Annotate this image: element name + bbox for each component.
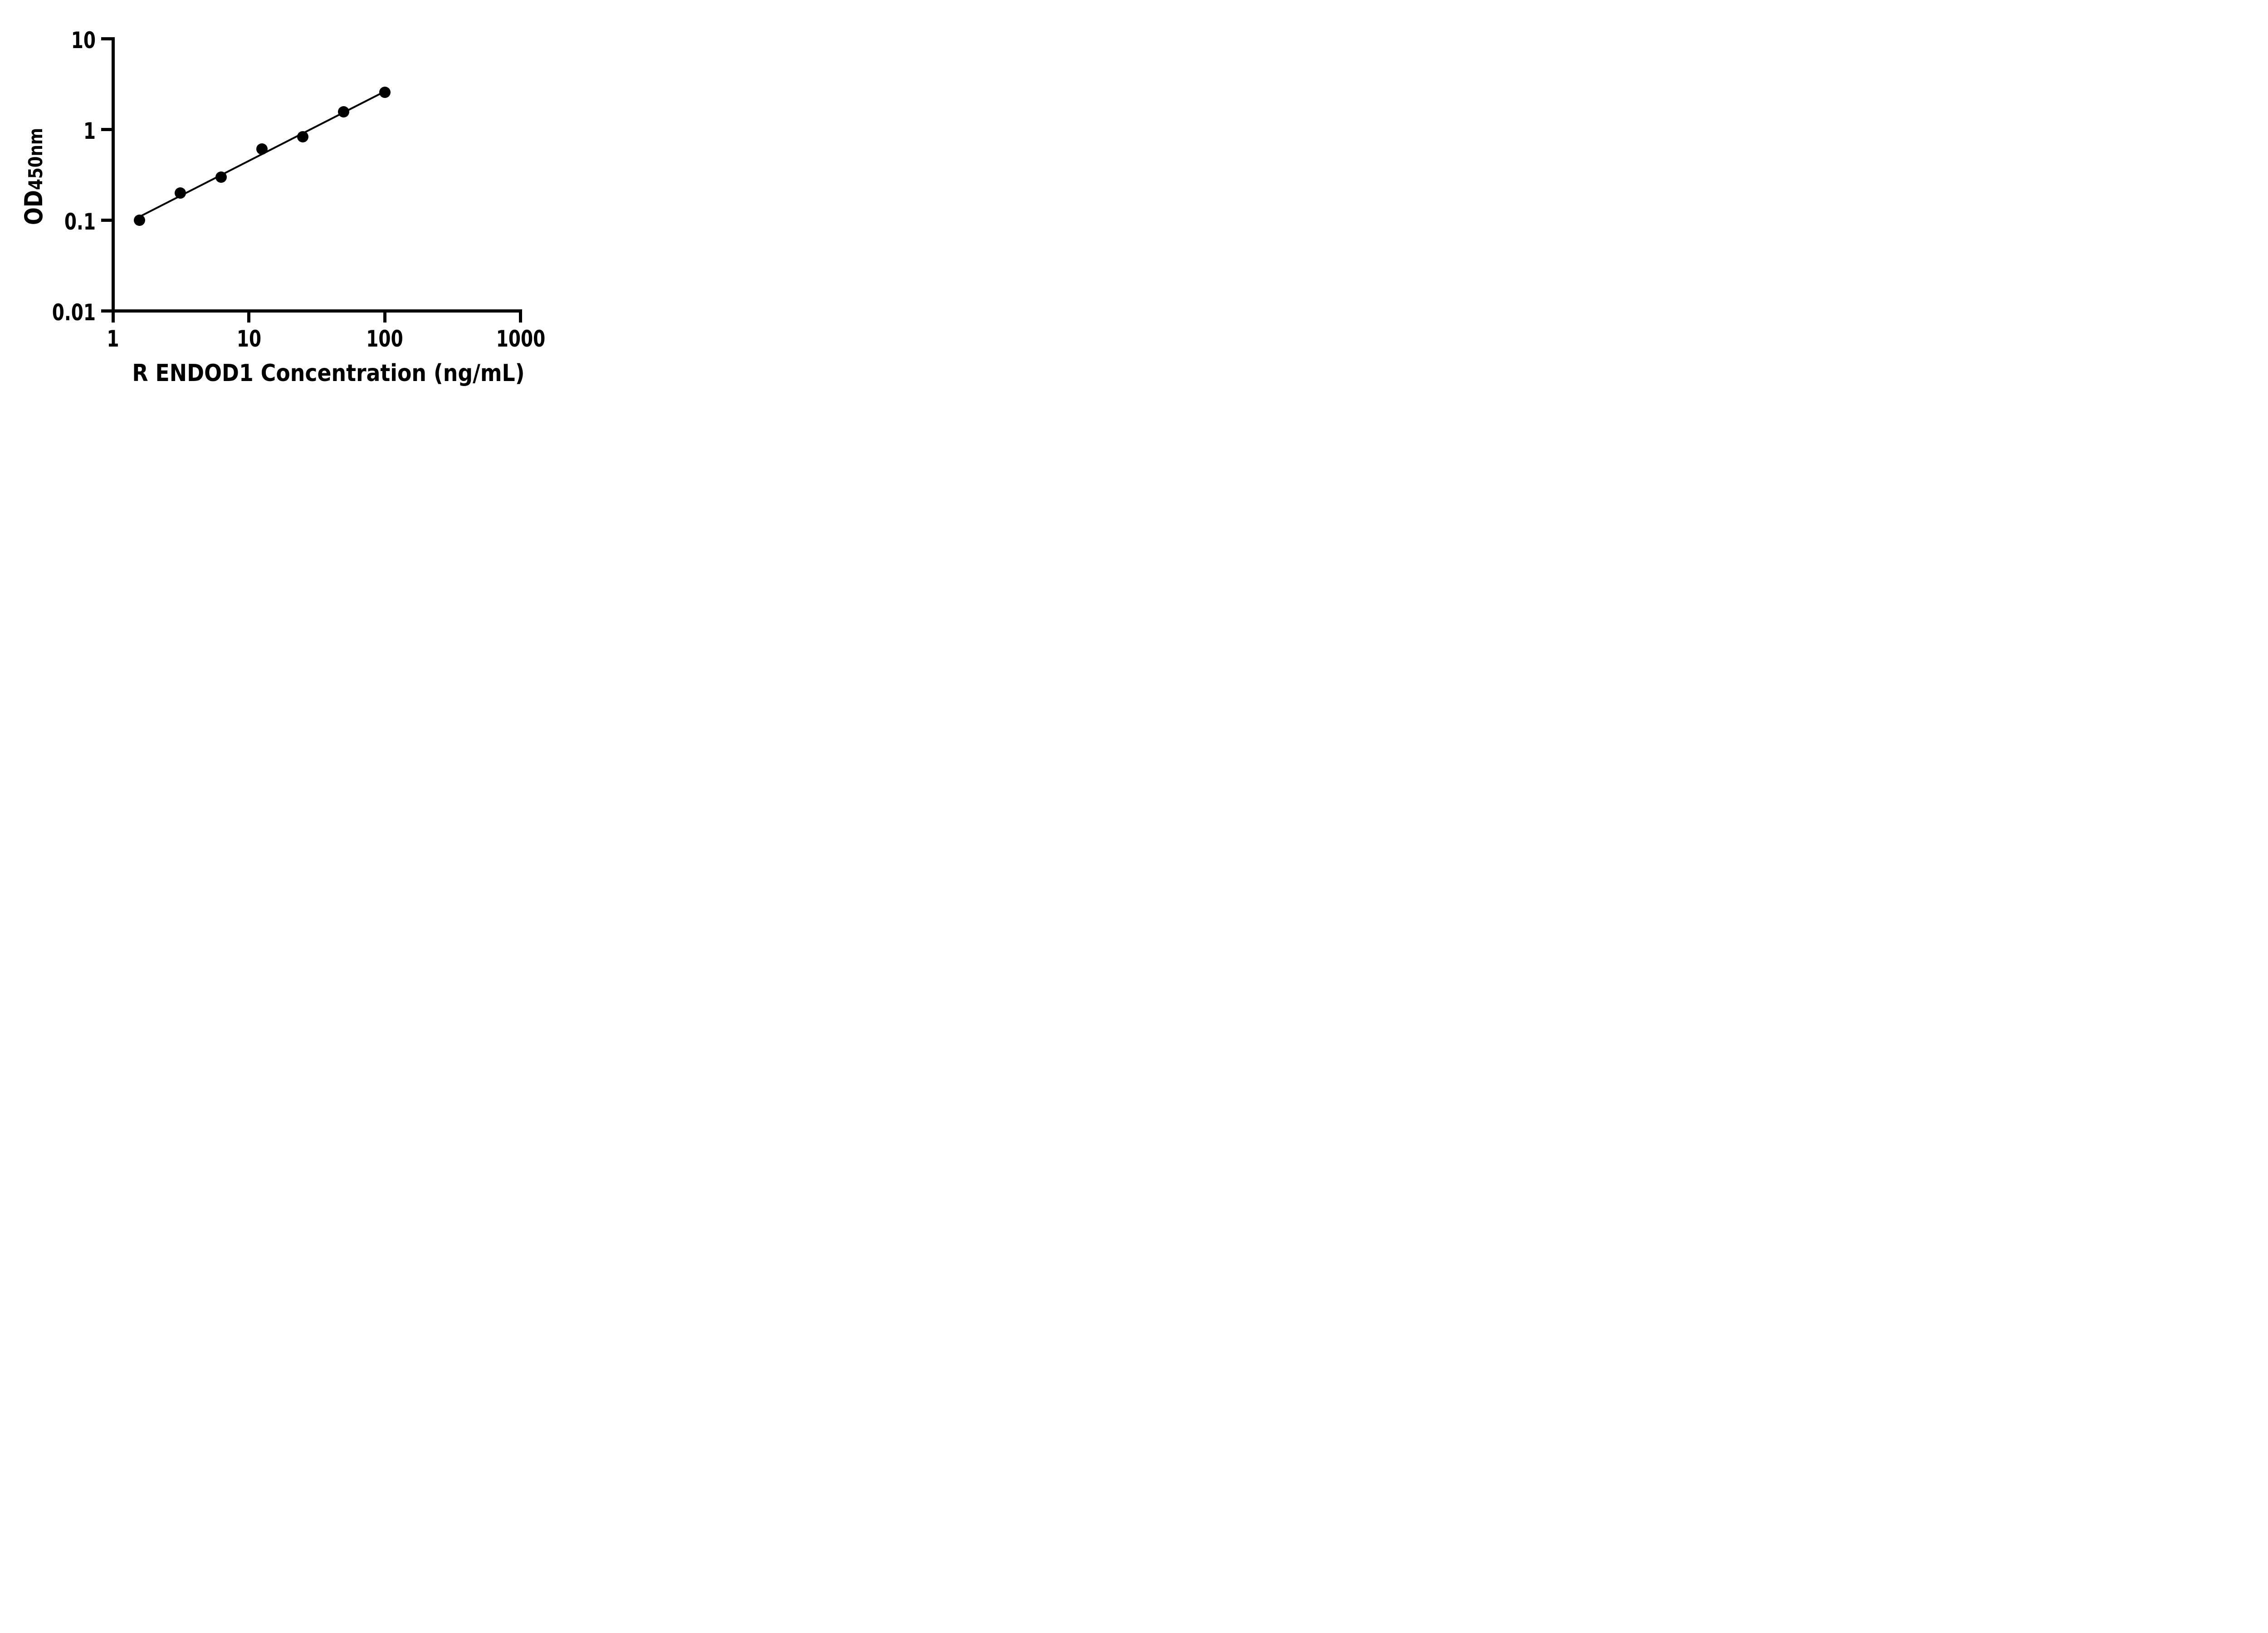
x-axis-tick-1000: [519, 309, 523, 323]
y-tick-label-1: 1: [83, 117, 96, 144]
y-axis-tick-0.1: [101, 219, 114, 222]
y-axis-title-main: OD: [20, 190, 48, 225]
data-point-marker: [133, 215, 145, 226]
x-axis-line: [101, 309, 522, 313]
data-point-marker: [174, 187, 186, 199]
screenshot-root: { "figure": { "background_color": "#ffff…: [0, 0, 583, 408]
y-tick-label-10: 10: [71, 27, 96, 54]
y-tick-label-0.1: 0.1: [64, 208, 96, 235]
y-axis-tick-0.01: [101, 309, 114, 313]
y-axis-title-subscript: 450nm: [24, 127, 47, 191]
data-point-marker: [256, 143, 268, 155]
data-point-marker: [215, 171, 227, 183]
x-tick-label-1: 1: [107, 326, 119, 352]
elisa-standard-curve-figure: 10 1 0.1 0.01 1 10 100 1000 R ENDOD1 Concentrat…: [0, 0, 583, 408]
data-point-marker: [297, 131, 309, 143]
data-point-marker: [379, 87, 391, 98]
x-axis-title: R ENDOD1 Concentration (ng/mL): [132, 360, 525, 387]
y-axis-tick-10: [101, 37, 114, 40]
y-axis-line: [112, 37, 115, 323]
data-point-marker: [338, 106, 350, 117]
x-tick-label-1000: 1000: [496, 326, 545, 352]
x-axis-tick-1: [111, 309, 115, 323]
x-tick-label-10: 10: [236, 326, 261, 352]
y-tick-label-0.01: 0.01: [52, 299, 96, 326]
x-axis-tick-100: [383, 309, 386, 323]
y-axis-tick-1: [101, 128, 114, 131]
x-tick-label-100: 100: [366, 326, 403, 352]
x-axis-tick-10: [247, 309, 251, 323]
y-axis-title: OD450nm: [20, 119, 48, 235]
